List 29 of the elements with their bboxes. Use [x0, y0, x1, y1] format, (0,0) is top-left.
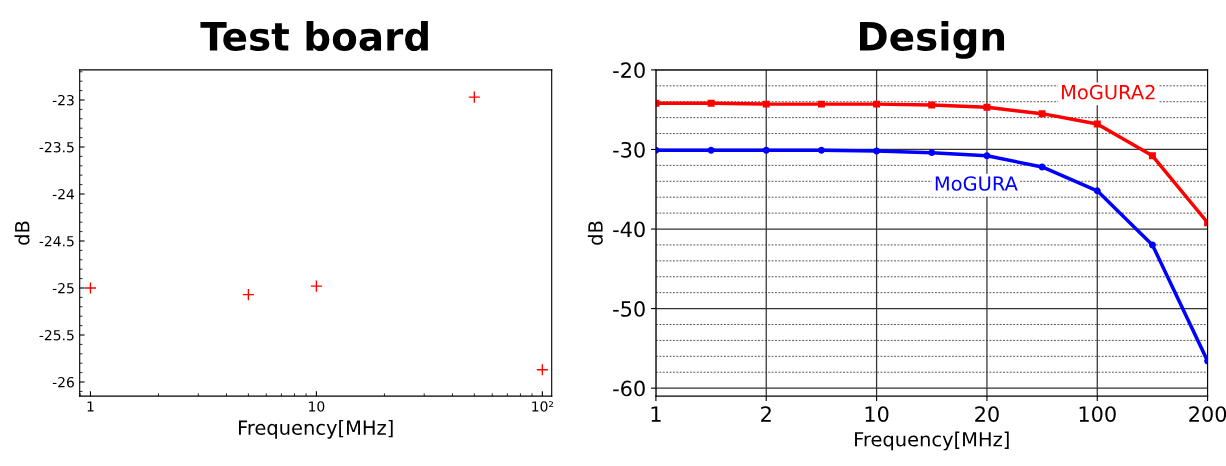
- y-tick-label: -50: [613, 301, 645, 317]
- y-tick-label: -20: [613, 62, 645, 79]
- y-tick-label: -60: [613, 380, 645, 397]
- y-tick-label: -26: [52, 376, 74, 388]
- y-tick-label: -23.5: [39, 141, 74, 153]
- series-label: MoGURA2: [1062, 84, 1155, 100]
- x-tick-label: 10²: [532, 401, 554, 412]
- y-tick-label: -30: [613, 141, 645, 158]
- x-tick-label: 1: [651, 406, 661, 422]
- y-axis-title: dB: [587, 221, 603, 245]
- series-label: MoGURA: [935, 176, 1018, 191]
- y-tick-label: -40: [613, 221, 645, 238]
- x-tick-label: 20: [975, 406, 999, 422]
- x-axis-title: Frequency[MHz]: [238, 419, 393, 439]
- y-tick-label: -25: [52, 282, 74, 294]
- x-tick-label: 100: [1079, 406, 1116, 422]
- y-tick-label: -23: [52, 94, 74, 106]
- chart-title: Design: [860, 20, 1005, 59]
- x-tick-label: 200: [1189, 406, 1226, 422]
- chart-title: Test board: [200, 20, 428, 52]
- x-tick-label: 1: [87, 401, 94, 412]
- y-tick-label: -25.5: [39, 329, 74, 341]
- x-tick-label: 10: [865, 406, 889, 422]
- y-tick-label: -24: [52, 188, 75, 200]
- x-tick-label: 2: [761, 406, 771, 422]
- x-axis-title: Frequency[MHz]: [855, 431, 1009, 451]
- x-tick-label: 10: [309, 401, 325, 412]
- y-tick-label: -24.5: [39, 235, 74, 247]
- y-axis-title: dB: [14, 221, 30, 245]
